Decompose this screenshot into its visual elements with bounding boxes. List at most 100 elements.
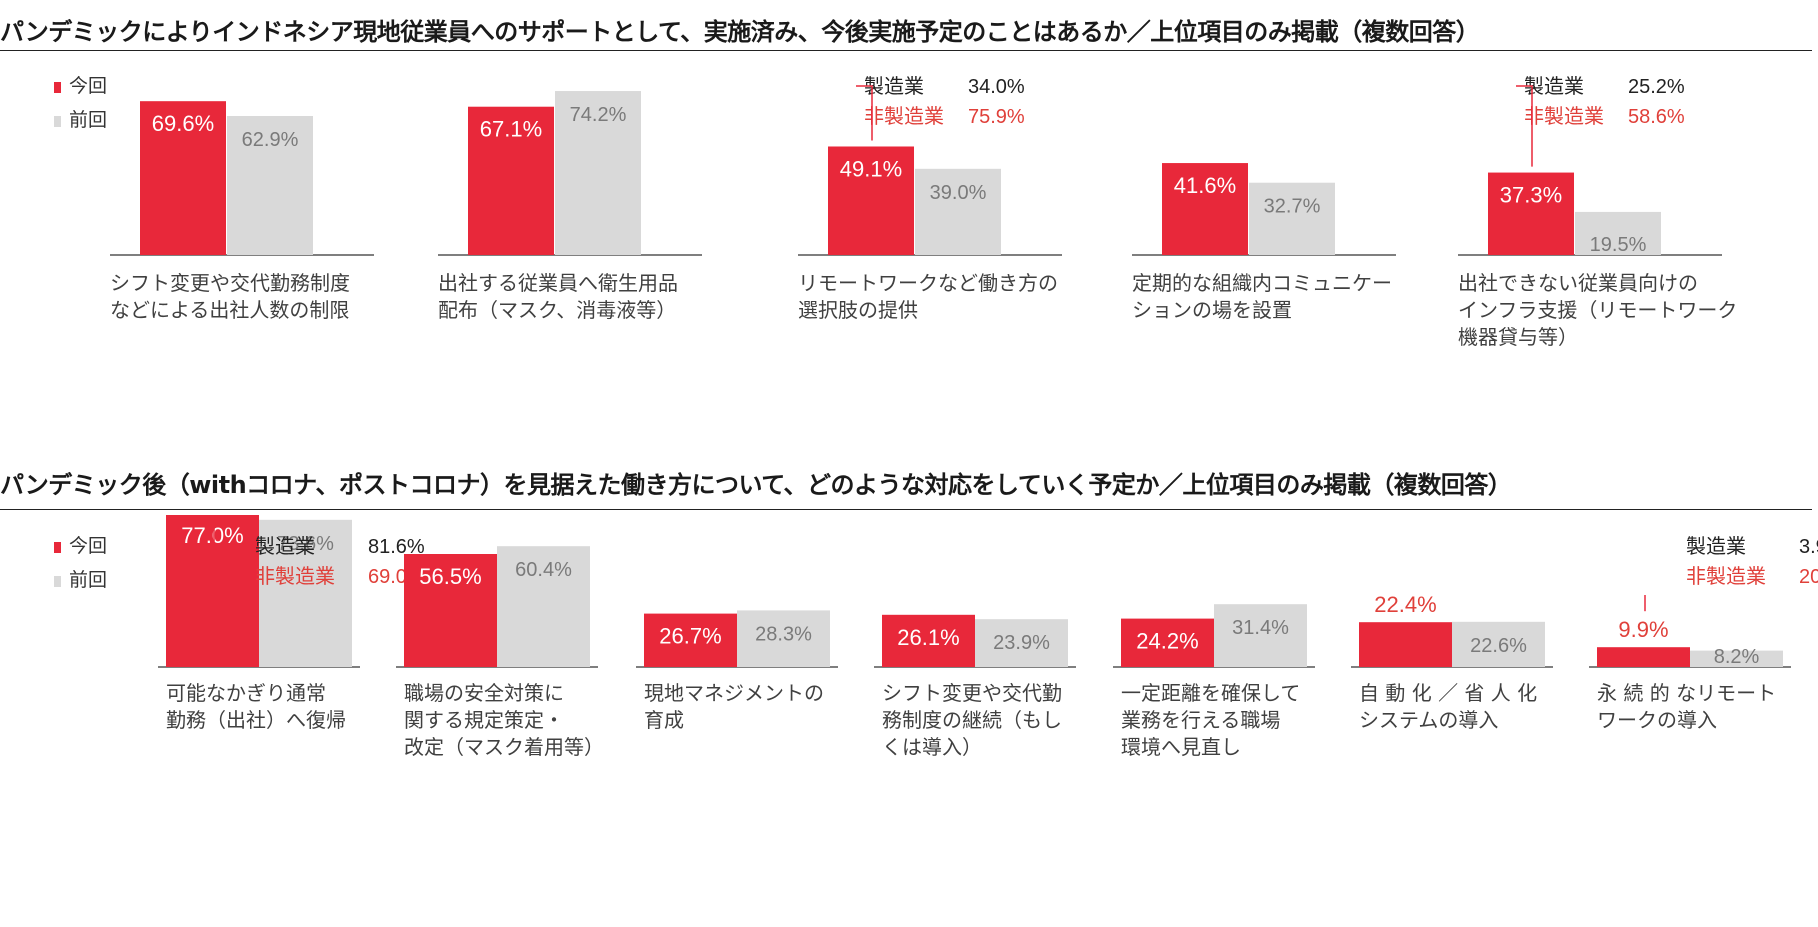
category-label-3-line-2: 育成 (644, 708, 684, 732)
value-label-previous-3: 28.3% (755, 623, 812, 645)
breakdown-connector-5 (1516, 85, 1533, 167)
category-label-5-line-3: 機器貸与等） (1458, 325, 1578, 349)
bar-current-5 (1121, 618, 1214, 667)
value-label-previous-3: 39.0% (930, 182, 987, 204)
category-label-4-line-1: 定期的な組織内コミュニケー (1132, 271, 1392, 295)
bar-previous-4 (1249, 182, 1335, 255)
category-label-3-line-1: リモートワークなど働き方の (798, 271, 1058, 295)
legend-label-previous: 前回 (69, 569, 107, 591)
breakdown-nonmanufacturing-value-3: 75.9% (968, 106, 1025, 128)
value-label-current-4: 26.1% (897, 625, 959, 650)
bar-previous-2 (497, 546, 590, 667)
category-label-3-line-1: 現地マネジメントの (644, 681, 824, 705)
breakdown-manufacturing-label-5: 製造業 (1524, 74, 1584, 98)
value-label-current-3: 49.1% (840, 156, 902, 181)
category-label-2-line-1: 出社する従業員へ衛生用品 (438, 271, 678, 295)
bar-current-2 (404, 554, 497, 667)
chart-2-title-rule (0, 509, 1812, 510)
category-label-1-line-1: シフト変更や交代勤務制度 (110, 271, 350, 295)
breakdown-connector-3 (856, 85, 873, 141)
category-label-7-line-2: ワークの導入 (1597, 708, 1717, 732)
category-label-2-line-3: 改定（マスク着用等） (404, 735, 604, 759)
legend-label-previous: 前回 (69, 109, 107, 131)
breakdown-nonmanufacturing-label-3: 非製造業 (864, 104, 944, 128)
bar-current-3 (828, 146, 914, 255)
chart-1-title: パンデミックによりインドネシア現地従業員へのサポートとして、実施済み、今後実施予… (0, 18, 1480, 46)
bar-previous-2 (555, 91, 641, 255)
value-label-current-3: 26.7% (659, 624, 721, 649)
legend-swatch-previous (54, 576, 61, 587)
breakdown-nonmanufacturing-label-5: 非製造業 (1524, 104, 1604, 128)
category-label-2-line-2: 配布（マスク、消毒液等） (438, 298, 676, 322)
bar-previous-4 (975, 619, 1068, 667)
value-label-previous-7: 8.2% (1714, 646, 1760, 668)
bar-current-4 (1162, 163, 1248, 255)
category-label-5-line-1: 出社できない従業員向けの (1458, 271, 1698, 295)
value-label-current-7: 9.9% (1618, 617, 1668, 642)
value-label-current-4: 41.6% (1174, 173, 1236, 198)
category-label-5-line-2: 業務を行える職場 (1121, 708, 1280, 732)
category-label-2-line-2: 関する規定策定・ (404, 708, 564, 732)
category-label-5-line-2: インフラ支援（リモートワーク (1458, 298, 1737, 322)
value-label-previous-6: 22.6% (1470, 635, 1527, 657)
category-label-1-line-1: 可能なかぎり通常 (166, 681, 326, 705)
bar-current-7 (1597, 647, 1690, 667)
value-label-previous-4: 32.7% (1264, 196, 1321, 218)
category-label-4-line-1: シフト変更や交代勤 (882, 681, 1062, 705)
category-label-5-line-3: 環境へ見直し (1121, 735, 1241, 759)
value-label-previous-4: 23.9% (993, 632, 1050, 654)
category-label-1-line-2: 勤務（出社）へ復帰 (166, 708, 346, 732)
value-label-current-2: 67.1% (480, 117, 542, 142)
breakdown-connector-1 (213, 515, 247, 547)
breakdown-manufacturing-value-5: 25.2% (1628, 76, 1685, 98)
value-label-current-6: 22.4% (1374, 592, 1436, 617)
category-label-4-line-2: 務制度の継続（もし (882, 708, 1062, 732)
value-label-current-1: 69.6% (152, 111, 214, 136)
breakdown-manufacturing-value-3: 34.0% (968, 76, 1025, 98)
bar-current-4 (882, 614, 975, 667)
legend-swatch-current (54, 542, 61, 553)
bar-current-2 (468, 106, 554, 255)
bar-previous-7 (1690, 650, 1783, 667)
bar-current-5 (1488, 172, 1574, 255)
value-label-current-1: 77.0% (181, 523, 243, 548)
breakdown-manufacturing-label-7: 製造業 (1686, 534, 1746, 558)
category-label-4-line-3: くは導入） (882, 735, 982, 759)
bar-current-3 (644, 613, 737, 667)
value-label-previous-1: 62.9% (242, 129, 299, 151)
breakdown-nonmanufacturing-label-7: 非製造業 (1686, 564, 1766, 588)
bar-previous-5 (1575, 211, 1661, 255)
bar-previous-1 (227, 115, 313, 255)
category-label-6-line-2: システムの導入 (1359, 708, 1498, 732)
bar-previous-6 (1452, 621, 1545, 667)
breakdown-nonmanufacturing-label-1: 非製造業 (255, 564, 335, 588)
legend-swatch-current (54, 82, 61, 93)
bar-previous-3 (737, 610, 830, 667)
category-label-4-line-2: ションの場を設置 (1132, 298, 1292, 322)
breakdown-nonmanufacturing-value-7: 20.7% (1799, 566, 1818, 588)
category-label-5-line-1: 一定距離を確保して (1121, 681, 1300, 705)
value-label-current-5: 24.2% (1136, 629, 1198, 654)
bar-previous-5 (1214, 604, 1307, 667)
chart-1-title-rule (0, 50, 1812, 51)
value-label-current-2: 56.5% (419, 564, 481, 589)
bar-current-1 (140, 101, 226, 256)
category-label-3-line-2: 選択肢の提供 (798, 298, 918, 322)
category-label-2-line-1: 職場の安全対策に (404, 681, 564, 705)
category-label-7-line-1: 永 続 的 なリモート (1597, 681, 1776, 705)
breakdown-manufacturing-value-1: 81.6% (368, 536, 425, 558)
bar-previous-3 (915, 168, 1001, 255)
value-label-current-5: 37.3% (1500, 183, 1562, 208)
value-label-previous-1: 73.6% (277, 533, 334, 555)
bar-previous-1 (259, 519, 352, 667)
value-label-previous-5: 31.4% (1232, 617, 1289, 639)
breakdown-manufacturing-label-1: 製造業 (255, 534, 315, 558)
chart-2-title: パンデミック後（withコロナ、ポストコロナ）を見据えた働き方について、どのよう… (0, 471, 1512, 499)
bar-current-1 (166, 515, 259, 667)
value-label-previous-5: 19.5% (1590, 234, 1647, 256)
legend-swatch-previous (54, 116, 61, 127)
value-label-previous-2: 74.2% (570, 104, 627, 126)
